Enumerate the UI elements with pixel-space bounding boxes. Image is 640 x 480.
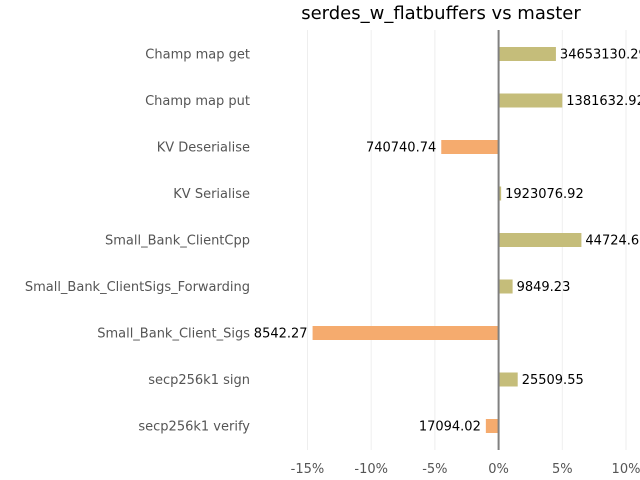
category-labels: Champ map get Champ map put KV Deserialise…	[25, 48, 250, 435]
category-label-2: KV Deserialise	[157, 141, 250, 156]
x-tick-labels: -15% -10% -5% 0% 5% 10%	[291, 462, 640, 477]
bar-1	[498, 93, 563, 108]
category-label-5: Small_Bank_ClientSigs_Forwarding	[25, 280, 250, 295]
chart-title: serdes_w_flatbuffers vs master	[301, 3, 581, 24]
bar-4	[498, 233, 582, 247]
data-label-2: 740740.74	[366, 141, 436, 156]
data-label-6: 8542.27	[254, 327, 308, 342]
data-label-3: 1923076.92	[505, 187, 584, 202]
bar-6	[312, 326, 499, 340]
data-label-7: 25509.55	[522, 373, 584, 388]
x-tick-label-5: 10%	[612, 462, 640, 477]
bar-5	[498, 279, 513, 294]
category-label-6: Small_Bank_Client_Sigs	[97, 327, 250, 342]
bar-2	[441, 140, 499, 154]
category-label-4: Small_Bank_ClientCpp	[105, 234, 250, 249]
data-label-4: 44724.6	[585, 234, 639, 249]
data-label-5: 9849.23	[517, 280, 571, 295]
x-tick-label-0: -15%	[291, 462, 325, 477]
category-label-8: secp256k1 verify	[138, 420, 250, 435]
category-label-7: secp256k1 sign	[148, 373, 250, 388]
data-label-8: 17094.02	[419, 420, 481, 435]
x-tick-label-2: -5%	[422, 462, 447, 477]
bar-7	[498, 372, 518, 387]
category-label-1: Champ map put	[145, 94, 250, 109]
bar-8	[485, 419, 499, 433]
bars	[312, 47, 582, 433]
data-labels: 34653130.29 1381632.92 740740.74 1923076.92…	[254, 48, 640, 435]
category-label-0: Champ map get	[145, 48, 250, 63]
bar-3	[498, 186, 502, 201]
x-tick-label-4: 5%	[552, 462, 573, 477]
data-label-0: 34653130.29	[560, 48, 640, 63]
data-label-1: 1381632.92	[566, 94, 640, 109]
bar-0	[498, 47, 556, 61]
category-label-3: KV Serialise	[173, 187, 250, 202]
x-tick-label-3: 0%	[488, 462, 509, 477]
x-tick-label-1: -10%	[354, 462, 388, 477]
